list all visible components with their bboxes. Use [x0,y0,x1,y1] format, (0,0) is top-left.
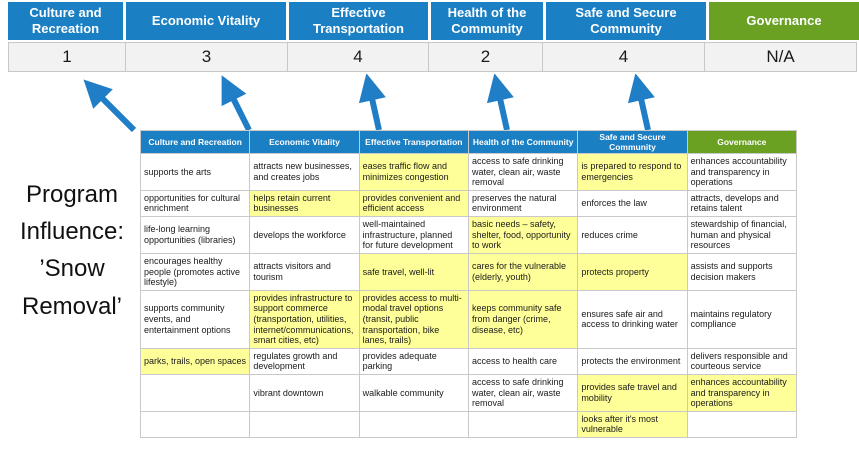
matrix-cell-highlighted: enhances accountability and transparency… [686,374,798,412]
table-row: looks after it's most vulnerable [139,410,798,439]
matrix-cell: assists and supports decision makers [686,252,798,291]
influence-matrix-table: Culture and Recreation Economic Vitality E… [139,129,798,439]
matrix-cell: regulates growth and development [249,347,360,376]
matrix-cell-highlighted: provides convenient and efficient access [358,189,469,218]
matrix-cell-highlighted: provides safe travel and mobility [577,374,688,412]
matrix-cell: supports the arts [139,153,251,191]
matrix-cell-highlighted: safe travel, well-lit [358,252,469,291]
matrix-cell: protects the environment [577,347,688,376]
matrix-cell: encourages healthy people (promotes acti… [139,252,251,291]
matrix-cell [686,410,798,439]
matrix-cell: supports community events, and entertain… [139,289,251,349]
influence-table: Culture and Recreation Economic Vitality E… [139,129,798,439]
table-row: opportunities for cultural enrichment hel… [139,189,798,218]
matrix-cell: well-maintained infrastructure, planned … [358,216,469,254]
matrix-cell-highlighted: is prepared to respond to emergencies [577,153,688,191]
up-arrow-icon [486,74,514,131]
score-value: 4 [287,42,429,72]
matrix-header-row: Culture and Recreation Economic Vitality E… [139,129,798,155]
score-row: 1 3 4 2 4 N/A [8,42,857,72]
matrix-cell-highlighted: cares for the vulnerable (elderly, youth… [467,252,579,291]
summary-header: Safe and Secure Community [546,2,706,40]
matrix-column-header: Effective Transportation [358,129,469,155]
summary-header: Health of the Community [431,2,543,40]
matrix-cell: develops the workforce [249,216,360,254]
matrix-cell [249,410,360,439]
matrix-cell-highlighted: looks after it's most vulnerable [577,410,688,439]
matrix-cell: enhances accountability and transparency… [686,153,798,191]
up-arrow-icon [83,79,137,133]
matrix-cell [139,410,251,439]
matrix-cell: attracts new businesses, and creates job… [249,153,360,191]
table-row: encourages healthy people (promotes acti… [139,252,798,291]
score-value: 4 [542,42,705,72]
matrix-cell: attracts visitors and tourism [249,252,360,291]
score-value: 3 [125,42,288,72]
matrix-cell: provides adequate parking [358,347,469,376]
matrix-cell-highlighted: keeps community safe from danger (crime,… [467,289,579,349]
matrix-cell: access to safe drinking water, clean air… [467,153,579,191]
matrix-cell: reduces crime [577,216,688,254]
matrix-cell: delivers responsible and courteous servi… [686,347,798,376]
table-row: vibrant downtown walkable community access… [139,374,798,412]
matrix-body: supports the arts attracts new businesses… [139,153,798,439]
influence-arrows [83,74,655,133]
matrix-cell [467,410,579,439]
matrix-cell: maintains regulatory compliance [686,289,798,349]
score-value: 1 [8,42,126,72]
matrix-cell [358,410,469,439]
matrix-column-header: Culture and Recreation [139,129,251,155]
matrix-cell: attracts, develops and retains talent [686,189,798,218]
summary-header: Economic Vitality [126,2,286,40]
matrix-column-header: Safe and Secure Community [577,129,688,155]
up-arrow-icon [221,75,252,132]
score-value: N/A [704,42,857,72]
summary-header: Governance [709,2,859,40]
up-arrow-icon [358,74,386,131]
matrix-cell-highlighted: provides access to multi-modal travel op… [358,289,469,349]
table-row: parks, trails, open spaces regulates grow… [139,347,798,376]
matrix-column-header: Economic Vitality [249,129,360,155]
table-row: supports the arts attracts new businesses… [139,153,798,191]
matrix-cell-highlighted: parks, trails, open spaces [139,347,251,376]
matrix-column-header: Health of the Community [467,129,579,155]
matrix-cell-highlighted: helps retain current businesses [249,189,360,218]
matrix-cell-highlighted: eases traffic flow and minimizes congest… [358,153,469,191]
table-row: life-long learning opportunities (librar… [139,216,798,254]
summary-header: Effective Transportation [289,2,428,40]
up-arrow-icon [627,74,655,131]
matrix-cell-highlighted: provides infrastructure to support comme… [249,289,360,349]
matrix-cell: enforces the law [577,189,688,218]
matrix-cell-highlighted: basic needs – safety, shelter, food, opp… [467,216,579,254]
matrix-cell: access to health care [467,347,579,376]
matrix-cell: vibrant downtown [249,374,360,412]
summary-banner: Culture and Recreation Economic Vitality E… [8,2,859,40]
matrix-cell: ensures safe air and access to drinking … [577,289,688,349]
matrix-cell: access to safe drinking water, clean air… [467,374,579,412]
matrix-cell-highlighted: protects property [577,252,688,291]
page-title: Program Influence: ’Snow Removal’ [19,181,125,320]
matrix-cell: stewardship of financial, human and phys… [686,216,798,254]
matrix-column-header: Governance [686,129,798,155]
summary-header: Culture and Recreation [8,2,123,40]
matrix-cell [139,374,251,412]
matrix-cell: walkable community [358,374,469,412]
matrix-cell: opportunities for cultural enrichment [139,189,251,218]
table-row: supports community events, and entertain… [139,289,798,349]
score-value: 2 [428,42,543,72]
matrix-cell: life-long learning opportunities (librar… [139,216,251,254]
matrix-cell: preserves the natural environment [467,189,579,218]
